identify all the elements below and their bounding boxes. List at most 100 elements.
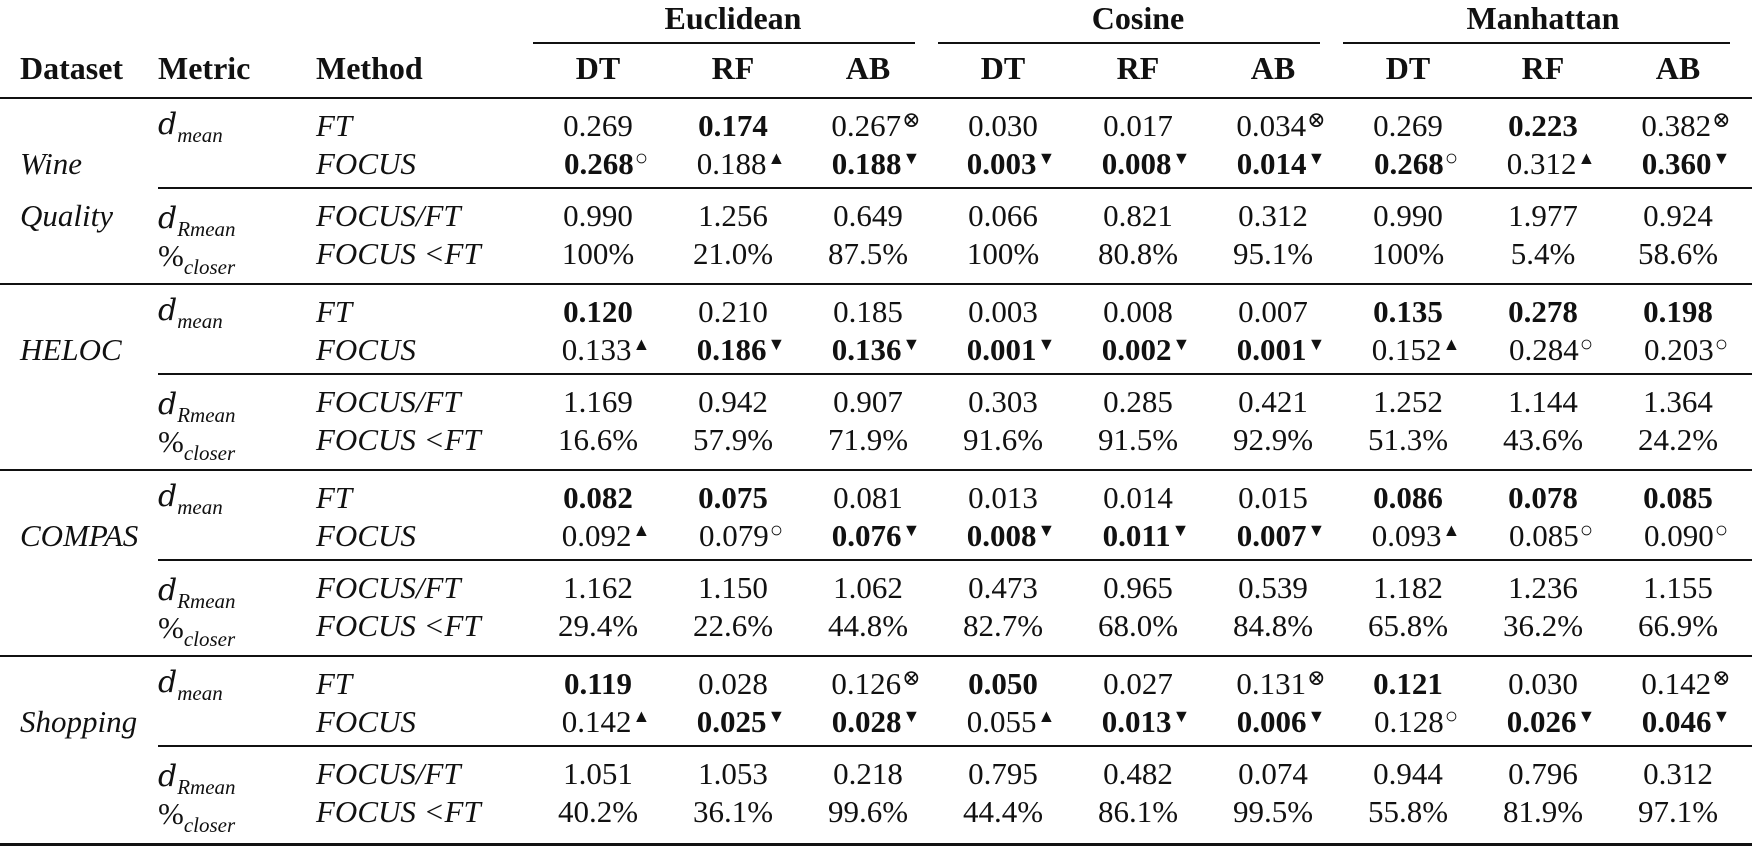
cell-ratio: 1.169 bbox=[563, 384, 633, 419]
metric-dmean: dmean bbox=[158, 106, 223, 147]
cell-value: 0.269 bbox=[1373, 108, 1443, 143]
triangle-up-icon: ▲ bbox=[632, 334, 651, 354]
method-ratio: FOCUS/FT bbox=[316, 384, 461, 419]
metric-dmean: dmean bbox=[158, 664, 223, 705]
cell-ratio: 0.795 bbox=[968, 756, 1038, 791]
dataset-name: Quality bbox=[20, 198, 113, 233]
cell-value: 0.278 bbox=[1508, 294, 1578, 329]
cell-focus: 0.284○ bbox=[1508, 331, 1594, 371]
cell-focus: 0.046▼ bbox=[1642, 704, 1731, 744]
cell-value: 0.085 bbox=[1643, 480, 1713, 515]
cell-value: 0.050 bbox=[968, 666, 1038, 701]
cell-ft: 0.198 bbox=[1643, 294, 1713, 330]
metric-subscript: Rmean bbox=[177, 775, 236, 799]
method-closer: FOCUS <FT bbox=[316, 422, 481, 457]
cell-value: 0.382 bbox=[1641, 108, 1712, 143]
cell-value: 0.152 bbox=[1371, 332, 1442, 367]
cell-focus: 0.188▼ bbox=[832, 146, 921, 186]
header-dataset: Dataset bbox=[20, 50, 124, 86]
cell-value: 0.360 bbox=[1641, 146, 1712, 181]
cell-value: 0.013 bbox=[1101, 704, 1172, 739]
cell-ratio: 0.066 bbox=[968, 198, 1038, 233]
metric-symbol: d bbox=[158, 201, 178, 236]
cell-value: 0.007 bbox=[1238, 294, 1308, 329]
cell-value: 0.092 bbox=[561, 518, 632, 553]
header-metric: Metric bbox=[158, 50, 251, 86]
cell-focus: 0.128○ bbox=[1373, 703, 1459, 743]
cell-value: 0.119 bbox=[563, 666, 633, 701]
cell-ft: 0.126⊗ bbox=[831, 665, 920, 705]
cell-closer: 43.6% bbox=[1502, 422, 1584, 457]
cell-value: 0.284 bbox=[1508, 332, 1579, 367]
cell-focus: 0.142▲ bbox=[562, 704, 651, 744]
cell-closer: 36.2% bbox=[1502, 608, 1584, 643]
cell-closer: 66.9% bbox=[1637, 608, 1719, 643]
metric-subscript: mean bbox=[177, 495, 223, 519]
cell-ft: 0.034⊗ bbox=[1236, 107, 1325, 147]
circle-icon: ○ bbox=[1444, 703, 1459, 728]
cell-closer: 99.5% bbox=[1232, 794, 1314, 829]
cell-ft: 0.075 bbox=[698, 480, 768, 516]
cell-value: 0.086 bbox=[1373, 480, 1443, 515]
metric-symbol: % bbox=[158, 796, 184, 831]
cell-ft: 0.269 bbox=[563, 108, 633, 144]
cell-closer: 65.8% bbox=[1367, 608, 1449, 643]
cell-value: 0.186 bbox=[696, 332, 767, 367]
cell-closer: 68.0% bbox=[1097, 608, 1179, 643]
cell-value: 0.188 bbox=[831, 146, 902, 181]
cell-value: 0.269 bbox=[563, 108, 633, 143]
cell-value: 0.174 bbox=[698, 108, 768, 143]
metric-drmean: dRmean bbox=[158, 200, 236, 241]
pair-rule-1 bbox=[158, 373, 1752, 375]
cell-closer: 51.3% bbox=[1367, 422, 1449, 457]
dataset-name: HELOC bbox=[20, 332, 122, 367]
header-model-rf: RF bbox=[1116, 50, 1160, 86]
method-focus: FOCUS bbox=[316, 332, 416, 367]
metric-symbol: d bbox=[158, 573, 178, 608]
header-model-ab: AB bbox=[1250, 50, 1296, 86]
method-closer: FOCUS <FT bbox=[316, 794, 481, 829]
cell-focus: 0.011▼ bbox=[1103, 518, 1190, 558]
circle-icon: ○ bbox=[1579, 331, 1594, 356]
metric-subscript: closer bbox=[183, 441, 236, 465]
cell-value: 0.017 bbox=[1103, 108, 1173, 143]
cell-focus: 0.055▲ bbox=[967, 704, 1056, 744]
circle-icon: ○ bbox=[769, 517, 784, 542]
cell-closer: 82.7% bbox=[962, 608, 1044, 643]
metric-symbol: % bbox=[158, 610, 184, 645]
method-focus: FOCUS bbox=[316, 518, 416, 553]
cell-ft: 0.278 bbox=[1508, 294, 1578, 330]
cell-ratio: 0.796 bbox=[1508, 756, 1578, 791]
circle-icon: ○ bbox=[1579, 517, 1594, 542]
dataset-name: Wine bbox=[20, 146, 82, 181]
metric-drmean: dRmean bbox=[158, 758, 236, 799]
metric-subscript: Rmean bbox=[177, 589, 236, 613]
cell-ft: 0.121 bbox=[1373, 666, 1443, 702]
cell-value: 0.185 bbox=[833, 294, 903, 329]
cell-value: 0.128 bbox=[1373, 704, 1444, 739]
cell-closer: 91.5% bbox=[1097, 422, 1179, 457]
cell-value: 0.093 bbox=[1371, 518, 1442, 553]
cell-ratio: 0.907 bbox=[833, 384, 903, 419]
triangle-down-icon: ▼ bbox=[1307, 334, 1326, 354]
cell-focus: 0.312▲ bbox=[1507, 146, 1596, 186]
cell-value: 0.015 bbox=[1238, 480, 1308, 515]
cell-value: 0.312 bbox=[1506, 146, 1577, 181]
triangle-up-icon: ▲ bbox=[1037, 706, 1056, 726]
cell-closer: 55.8% bbox=[1367, 794, 1449, 829]
metric-symbol: d bbox=[158, 479, 178, 514]
cell-ft: 0.174 bbox=[698, 108, 768, 144]
cell-closer: 92.9% bbox=[1232, 422, 1314, 457]
cell-closer: 29.4% bbox=[557, 608, 639, 643]
cell-closer: 87.5% bbox=[827, 236, 909, 271]
cell-closer: 99.6% bbox=[827, 794, 909, 829]
metric-subscript: Rmean bbox=[177, 217, 236, 241]
triangle-down-icon: ▼ bbox=[1037, 148, 1056, 168]
header-model-ab: AB bbox=[845, 50, 891, 86]
cell-ratio: 0.649 bbox=[833, 198, 903, 233]
header-group-euclidean: Euclidean bbox=[664, 0, 802, 36]
cell-value: 0.002 bbox=[1101, 332, 1172, 367]
cell-ft: 0.210 bbox=[698, 294, 768, 330]
header-model-rf: RF bbox=[1521, 50, 1565, 86]
metric-symbol: d bbox=[158, 387, 178, 422]
